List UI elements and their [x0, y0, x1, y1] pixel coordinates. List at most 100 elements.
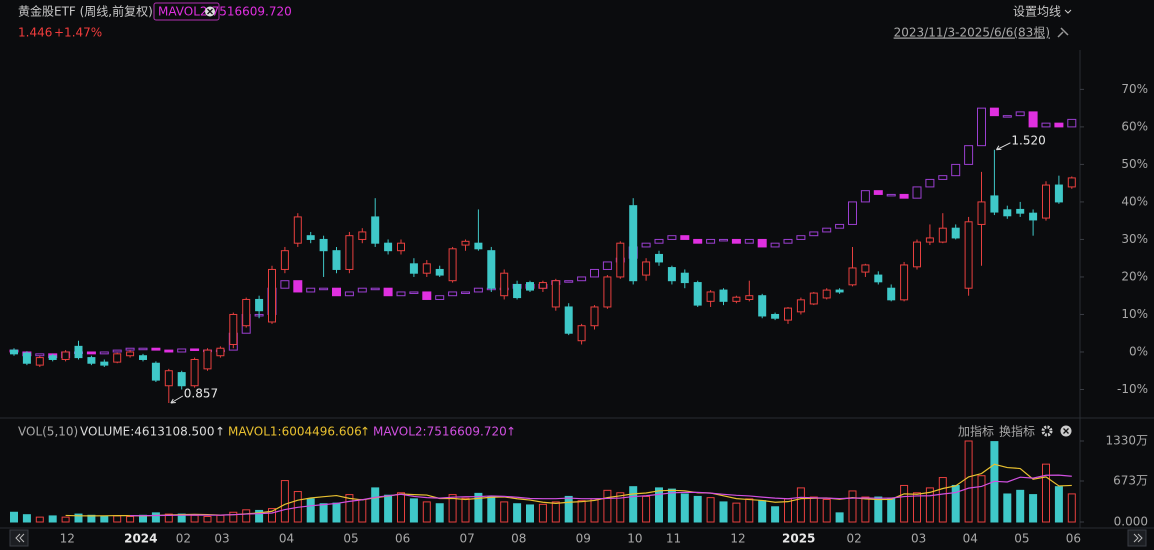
volume-bar [925, 487, 934, 523]
volume-bar [771, 506, 780, 523]
candle-body [784, 307, 792, 321]
volume-bar [835, 512, 844, 523]
compare-candle [989, 107, 999, 117]
compare-candle [370, 287, 380, 291]
x-tick-label: 03 [911, 532, 926, 546]
volume-bar [87, 514, 96, 523]
ma-button[interactable]: 设置均线 [1013, 5, 1061, 19]
x-tick-label: 2025 [782, 532, 815, 546]
candle-body [164, 370, 173, 387]
volume-bar [280, 480, 289, 523]
volume-bar [319, 503, 328, 523]
add-indicator[interactable]: 加指标 [958, 424, 994, 439]
x-tick-label: 02 [176, 532, 191, 546]
mavol2-label: MAVOL2:7516609.720 [373, 425, 507, 439]
volume-bar [22, 514, 31, 523]
compare-candle [912, 186, 922, 199]
candle-body [242, 298, 251, 327]
candle-body [384, 242, 393, 252]
x-tick-label: 09 [576, 532, 591, 546]
x-tick-label: 06 [1066, 532, 1081, 546]
scroll-left[interactable] [9, 529, 29, 547]
volume-bar [435, 503, 444, 523]
volume-bar [977, 475, 986, 523]
candle-body [268, 268, 276, 323]
compare-candle [306, 287, 316, 293]
candle-body [306, 235, 315, 240]
volume-bar [913, 492, 921, 523]
low-label: 0.857 [184, 386, 218, 400]
candle-body [887, 287, 896, 301]
compare-candle [925, 178, 935, 188]
candle-body [771, 313, 780, 319]
compare-tag-label: MAVOL2:7516609.720 [158, 5, 292, 19]
scroll-right-icon [1133, 533, 1143, 543]
volume-bar [745, 498, 754, 523]
y-tick-label: 70% [1121, 82, 1148, 96]
dropdown-icon [1064, 9, 1072, 14]
compare-candle [319, 287, 329, 291]
compare-tag[interactable] [153, 2, 220, 21]
candle-body [835, 289, 844, 293]
candle-body [977, 201, 986, 225]
candle-body [706, 291, 715, 302]
volume-bar [603, 489, 612, 523]
compare-candle [641, 242, 651, 248]
indicator-name: VOL(5,10) [18, 425, 78, 439]
candle-body [229, 313, 238, 345]
candle-body [1016, 208, 1025, 214]
candle-body [861, 264, 870, 273]
candle-body [345, 235, 354, 270]
candle-body [655, 253, 663, 263]
candle-body [332, 250, 341, 270]
volume-bar [538, 503, 547, 523]
compare-candle [357, 287, 367, 293]
compare-candle [1041, 122, 1051, 128]
volume-bar [371, 487, 380, 523]
compare-candle [835, 223, 845, 229]
compare-candle [461, 291, 470, 294]
compare-candle [86, 351, 96, 355]
candle-body [435, 268, 444, 276]
candle-body [874, 274, 883, 283]
volume-bar [242, 509, 251, 523]
candle-body [526, 282, 534, 291]
volume-bar [384, 494, 393, 523]
pin-icon[interactable] [1057, 27, 1069, 38]
high-arrow [995, 142, 1011, 151]
compare-candle [1015, 111, 1025, 117]
volume-bar [758, 500, 767, 523]
compare-candle [886, 193, 896, 197]
close-panel-x [1063, 428, 1069, 434]
candle-body [371, 216, 380, 244]
candle-body [667, 267, 676, 282]
settings-icon[interactable] [1041, 425, 1053, 437]
compare-candle [654, 238, 664, 244]
candle-body [913, 241, 921, 268]
volume-bar [1054, 486, 1063, 523]
volume-bar [332, 502, 341, 523]
x-tick-label: 03 [214, 532, 229, 546]
arrow: ↑ [215, 425, 225, 439]
date-range[interactable]: 2023/11/3-2025/6/6(83根) [894, 26, 1050, 40]
volume-bar [203, 516, 212, 523]
scroll-right[interactable] [1127, 529, 1147, 547]
volume-bar [642, 495, 651, 523]
volume-bar [590, 498, 599, 523]
candle-body [732, 296, 741, 302]
switch-indicator[interactable]: 换指标 [999, 424, 1035, 439]
compare-candle [280, 280, 290, 289]
candle-body [848, 267, 857, 286]
candle-body [603, 276, 612, 308]
y-tick-label: -10% [1117, 382, 1148, 396]
x-tick-label: 12 [60, 532, 75, 546]
y-tick-label: 673万 [1113, 474, 1148, 488]
volume-bar [822, 498, 831, 523]
compare-candle [1002, 115, 1012, 118]
candle-body [216, 347, 225, 357]
volume-bar [409, 498, 418, 523]
candle-body [461, 240, 470, 246]
